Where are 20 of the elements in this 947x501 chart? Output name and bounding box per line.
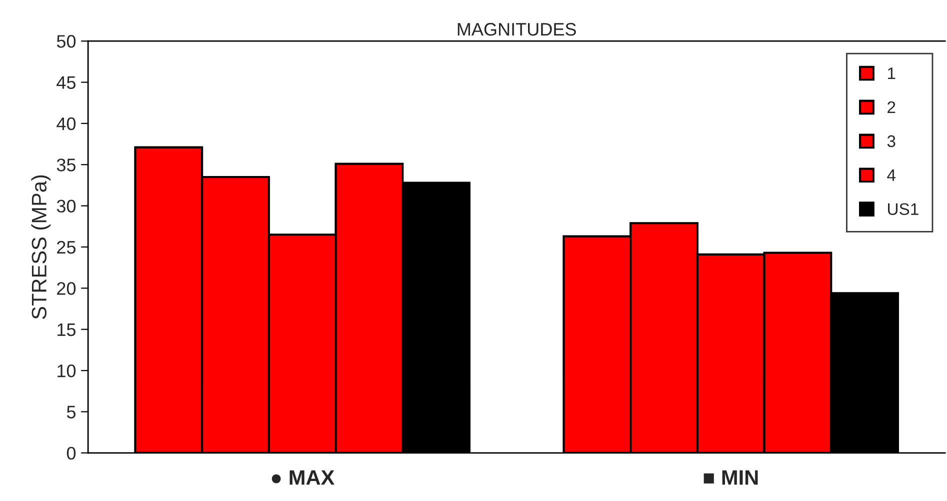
y-tick-label: 45: [56, 76, 76, 89]
y-tick-label: 5: [66, 406, 76, 418]
x-tick-label: ● MAX: [272, 470, 334, 485]
y-tick-label: 20: [57, 282, 76, 295]
legend-label: 4: [887, 169, 896, 181]
y-tick-label: 15: [58, 323, 76, 336]
legend-label: 2: [888, 101, 896, 113]
y-tick-label: 30: [56, 200, 76, 213]
y-tick-label: 50: [56, 35, 76, 48]
legend-label: 3: [887, 135, 896, 148]
x-tick-label: ■ MIN: [704, 470, 758, 485]
y-tick-label: 25: [57, 240, 76, 254]
legend-label: US1: [888, 203, 918, 216]
y-tick-label: 35: [56, 158, 76, 172]
y-tick-label: 10: [58, 364, 76, 378]
y-tick-label: 0: [66, 446, 76, 460]
y-tick-label: 40: [56, 117, 76, 130]
legend-label: 1: [888, 68, 896, 80]
chart-title: MAGNITUDES: [458, 22, 576, 36]
y-axis-title: STRESS (MPa): [31, 175, 51, 319]
